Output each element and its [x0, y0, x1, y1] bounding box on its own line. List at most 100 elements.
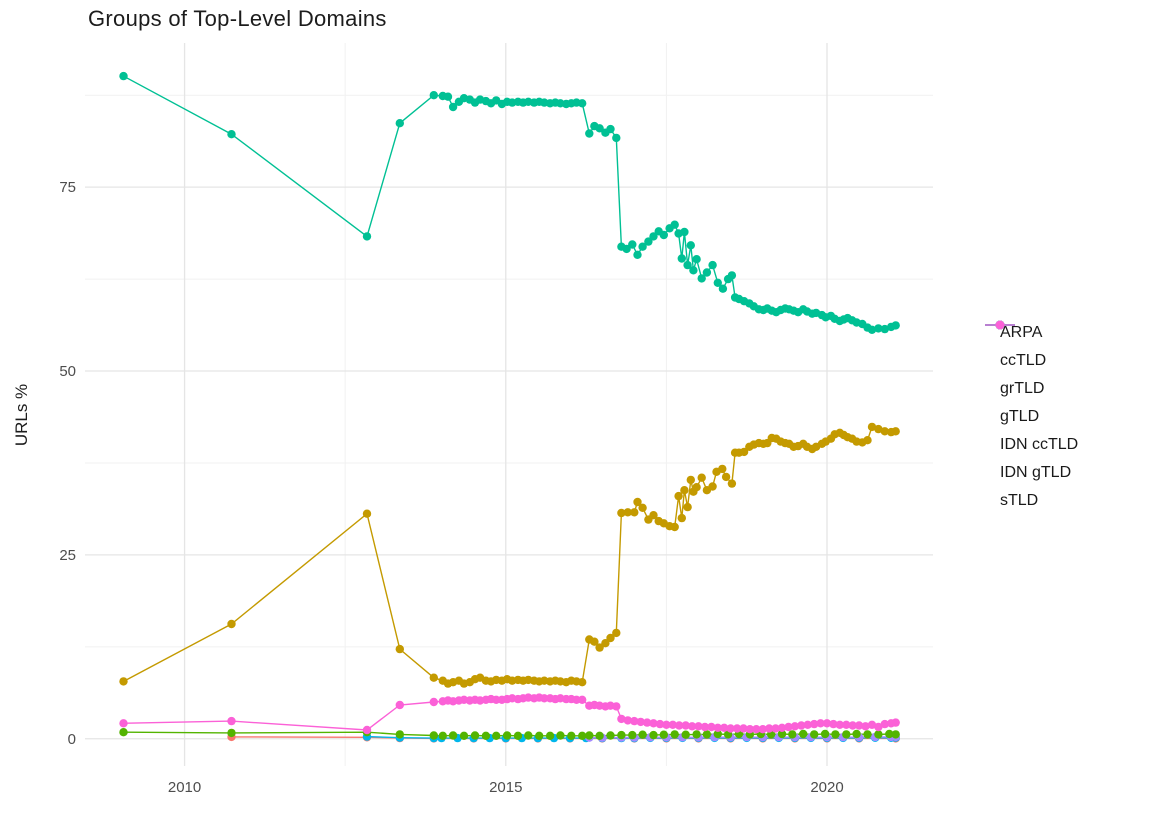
data-point-grtld [842, 730, 851, 739]
data-point-grtld [535, 731, 544, 740]
data-point-cctld [874, 424, 883, 434]
data-point-grtld [459, 731, 469, 740]
data-point-grtld [578, 731, 587, 740]
series-line-gtld [123, 75, 896, 331]
chart-title: Groups of Top-Level Domains [88, 6, 387, 31]
data-point-grtld [670, 730, 679, 739]
data-point-stld [790, 722, 800, 731]
data-point-grtld [617, 730, 626, 740]
data-point-stld [726, 724, 735, 733]
data-point-gtld [119, 71, 128, 81]
data-point-grtld [481, 731, 491, 740]
data-point-cctld [362, 509, 372, 518]
data-point-gtld [649, 232, 658, 241]
data-point-grtld [820, 729, 830, 739]
legend: ARPA ccTLD grTLD gTLD IDN ccTLD IDN gTLD sTLD [985, 319, 1078, 515]
data-point-stld [694, 722, 703, 731]
data-point-grtld [713, 729, 722, 739]
data-point-gtld [867, 325, 877, 334]
data-point-grtld [429, 731, 438, 740]
data-point-stld [649, 719, 658, 728]
data-point-grtld [799, 729, 808, 739]
data-point-cctld [590, 637, 599, 646]
data-point-stld [765, 724, 774, 733]
data-point-stld [623, 716, 632, 725]
data-point-grtld [885, 729, 894, 739]
data-point-grtld [556, 731, 565, 740]
data-point-stld [784, 722, 793, 732]
data-point-stld [891, 718, 900, 727]
legend-label: gTLD [1000, 408, 1040, 425]
data-point-cctld [227, 619, 236, 629]
data-point-cctld [601, 639, 610, 648]
data-point-grtld [692, 730, 701, 739]
data-point-gtld [880, 324, 889, 334]
data-point-grtld [777, 729, 787, 739]
data-point-cctld [683, 502, 692, 512]
data-point-cctld [670, 522, 679, 532]
data-point-stld [745, 725, 755, 734]
data-point-gtld [638, 242, 647, 251]
data-point-stld [777, 723, 787, 732]
legend-item-gtld: gTLD [985, 320, 1078, 431]
data-point-cctld [880, 427, 889, 436]
data-point-gtld [612, 133, 621, 143]
data-point-gtld [429, 91, 438, 100]
legend-key-icon [985, 320, 1015, 330]
data-point-gtld [702, 268, 712, 277]
data-point-stld [771, 724, 780, 733]
legend-label: sTLD [1000, 492, 1039, 509]
legend-label: IDN ccTLD [1000, 436, 1079, 453]
data-point-stld [739, 724, 748, 733]
x-tick-label: 2010 [168, 779, 201, 796]
data-point-grtld [119, 728, 128, 737]
legend-item-stld: sTLD [985, 320, 1078, 515]
data-point-stld [713, 723, 722, 732]
data-point-gtld [395, 119, 404, 128]
data-point-stld [119, 719, 128, 728]
data-point-grtld [810, 730, 819, 739]
data-point-grtld [545, 731, 555, 740]
data-point-stld [822, 719, 832, 728]
data-point-cctld [692, 483, 701, 492]
legend-item-idn-gtld: IDN gTLD [985, 320, 1078, 487]
data-point-gtld [633, 250, 642, 259]
data-point-gtld [606, 124, 615, 134]
data-point-stld [874, 722, 883, 732]
y-tick-label: 50 [59, 363, 76, 380]
data-point-stld [662, 720, 671, 729]
data-point-grtld [438, 731, 447, 740]
data-point-stld [720, 723, 729, 732]
data-point-stld [835, 720, 844, 729]
y-tick-label: 25 [59, 547, 76, 564]
data-point-grtld [567, 731, 576, 740]
data-point-grtld [863, 730, 872, 739]
data-point-cctld [721, 472, 731, 482]
data-point-stld [578, 695, 587, 704]
data-point-cctld [119, 677, 128, 686]
data-point-stld [861, 722, 870, 731]
data-point-stld [880, 719, 889, 729]
data-point-grtld [470, 731, 480, 740]
legend-label: IDN gTLD [1000, 464, 1072, 481]
data-point-grtld [524, 731, 533, 740]
data-point-grtld [681, 730, 690, 739]
data-point-cctld [739, 447, 749, 457]
y-tick-label: 75 [59, 179, 76, 196]
data-point-grtld [395, 730, 404, 739]
data-point-grtld [702, 730, 712, 739]
data-point-gtld [708, 260, 717, 270]
data-point-grtld [659, 730, 668, 739]
data-point-gtld [227, 130, 236, 139]
data-point-grtld [649, 730, 658, 740]
data-point-gtld [622, 244, 631, 254]
data-point-gtld [443, 92, 453, 101]
y-tick-label: 0 [68, 731, 76, 748]
data-point-gtld [891, 321, 900, 330]
legend-label: ccTLD [1000, 352, 1047, 369]
data-point-gtld [680, 227, 689, 237]
data-point-stld [848, 721, 857, 730]
data-point-stld [362, 725, 372, 735]
